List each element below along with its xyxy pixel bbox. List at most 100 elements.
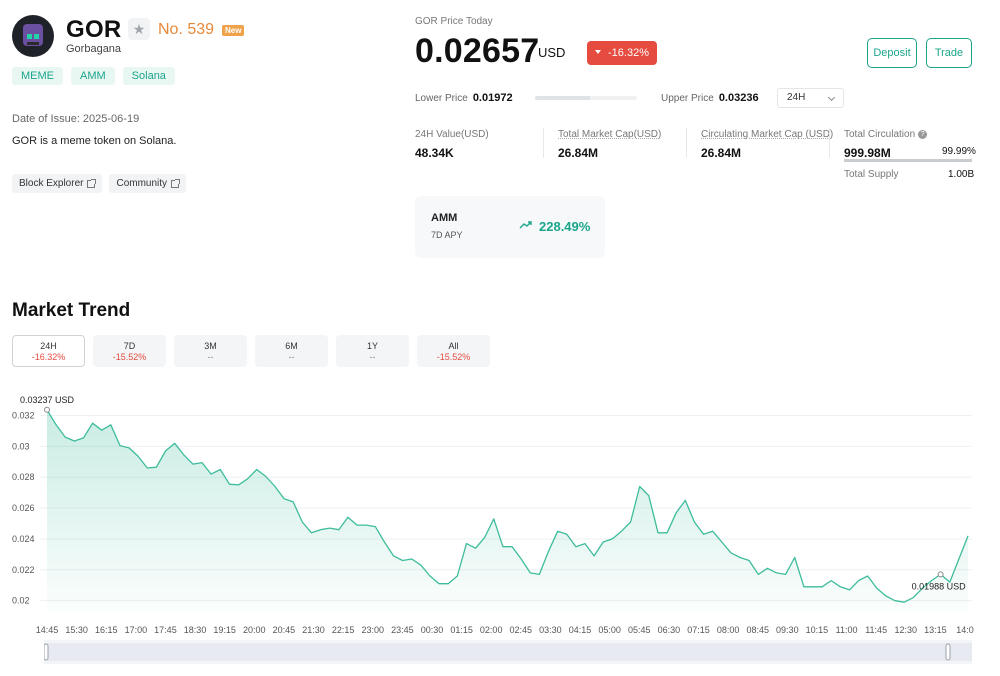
- tab-3m[interactable]: 3M --: [174, 335, 247, 367]
- stat-value: 999.98M: [844, 146, 891, 160]
- tag-amm[interactable]: AMM: [71, 67, 115, 85]
- x-tick-label: 19:15: [213, 625, 236, 635]
- x-tick-label: 10:15: [806, 625, 829, 635]
- y-tick-label: 0.02: [12, 596, 30, 606]
- price-series-line: [46, 409, 969, 603]
- tag-meme[interactable]: MEME: [12, 67, 63, 85]
- community-link[interactable]: Community: [109, 174, 187, 193]
- token-symbol: GOR: [66, 16, 122, 43]
- y-tick-label: 0.022: [12, 565, 35, 575]
- price-change-value: -16.32%: [608, 47, 649, 59]
- x-tick-label: 18:30: [184, 625, 207, 635]
- price-range-bar: [535, 96, 637, 100]
- upper-price-value: 0.03236: [718, 92, 759, 104]
- help-icon[interactable]: ?: [918, 130, 928, 139]
- amm-apy-value: 228.49%: [539, 219, 591, 234]
- navigator-left-handle[interactable]: [44, 643, 49, 661]
- x-tick-label: 01:15: [450, 625, 473, 635]
- period-select-value: 24H: [787, 92, 806, 103]
- market-trend-title: Market Trend: [12, 300, 131, 321]
- down-arrow-icon: [595, 50, 601, 54]
- total-supply-value: 1.00B: [948, 169, 975, 180]
- tab-label: All: [448, 341, 459, 351]
- rank-label: No. 539: [158, 21, 215, 38]
- x-tick-label: 07:15: [687, 625, 710, 635]
- y-tick-label: 0.026: [12, 503, 35, 513]
- x-tick-label: 20:00: [243, 625, 266, 635]
- x-tick-label: 08:45: [746, 625, 769, 635]
- tab-7d[interactable]: 7D -15.52%: [93, 335, 166, 367]
- x-tick-label: 14:0: [956, 625, 974, 635]
- x-tick-label: 23:45: [391, 625, 414, 635]
- stat-total-circulation: Total Circulation? 999.98M: [844, 129, 928, 160]
- new-badge: New: [222, 25, 245, 36]
- tab-change: -15.52%: [436, 352, 471, 362]
- period-select[interactable]: 24H: [777, 88, 844, 108]
- max-price-label: 0.03237 USD: [20, 395, 75, 405]
- tab-6m[interactable]: 6M --: [255, 335, 328, 367]
- stat-label-text: Total Circulation: [844, 129, 916, 140]
- x-tick-label: 09:30: [776, 625, 799, 635]
- tab-change: --: [369, 352, 376, 362]
- upper-price: Upper Price 0.03236: [661, 92, 759, 104]
- tab-change: --: [207, 352, 214, 362]
- x-tick-label: 20:45: [273, 625, 296, 635]
- max-point-marker: [44, 406, 50, 413]
- x-tick-label: 02:45: [510, 625, 533, 635]
- x-tick-label: 17:45: [154, 625, 177, 635]
- price-chart[interactable]: 0.02 0.022 0.024 0.026 0.028 0.03 0.032 0.03237…: [0, 385, 1000, 640]
- x-tick-label: 13:15: [924, 625, 947, 635]
- tab-all[interactable]: All -15.52%: [417, 335, 490, 367]
- lower-price: Lower Price 0.01972: [415, 92, 513, 104]
- divider: [543, 128, 544, 158]
- deposit-button[interactable]: Deposit: [867, 38, 917, 68]
- x-tick-label: 22:15: [332, 625, 355, 635]
- price-value: 0.02657: [415, 32, 540, 70]
- amm-subtitle: 7D APY: [431, 230, 463, 240]
- period-tabs: 24H -16.32% 7D -15.52% 3M -- 6M -- 1Y --…: [12, 335, 490, 367]
- tab-24h[interactable]: 24H -16.32%: [12, 335, 85, 367]
- tab-change: -16.32%: [31, 352, 66, 362]
- link-buttons: Block Explorer Community: [12, 174, 187, 193]
- x-tick-label: 08:00: [717, 625, 740, 635]
- trend-up-icon: [519, 221, 532, 229]
- lower-price-label: Lower Price: [415, 93, 468, 104]
- tab-change: -15.52%: [112, 352, 147, 362]
- token-name: Gorbagana: [66, 43, 122, 55]
- min-point-marker: [937, 571, 944, 578]
- circulation-bar: [844, 159, 972, 162]
- stat-label: Total Market Cap(USD): [558, 129, 662, 140]
- token-description: GOR is a meme token on Solana.: [12, 135, 177, 147]
- tag-solana[interactable]: Solana: [122, 67, 175, 85]
- x-tick-label: 12:30: [895, 625, 918, 635]
- stat-label: 24H Value(USD): [415, 129, 489, 140]
- x-tick-label: 06:30: [658, 625, 681, 635]
- community-label: Community: [116, 178, 168, 189]
- navigator-window[interactable]: [44, 643, 972, 661]
- star-icon[interactable]: ★: [128, 18, 150, 40]
- stat-label: Total Circulation?: [844, 129, 928, 140]
- tab-label: 1Y: [366, 341, 378, 351]
- tab-1y[interactable]: 1Y --: [336, 335, 409, 367]
- tab-change: --: [288, 352, 295, 362]
- y-tick-label: 0.024: [12, 534, 35, 544]
- price-unit: USD: [538, 45, 566, 60]
- amm-card[interactable]: AMM 7D APY 228.49%: [415, 196, 605, 258]
- block-explorer-link[interactable]: Block Explorer: [12, 174, 103, 193]
- x-tick-label: 05:45: [628, 625, 651, 635]
- navigator-right-handle[interactable]: [945, 643, 951, 661]
- stat-value: 26.84M: [558, 146, 599, 160]
- x-tick-label: 02:00: [480, 625, 503, 635]
- trade-button[interactable]: Trade: [926, 38, 972, 68]
- total-supply-label: Total Supply: [844, 169, 899, 180]
- x-tick-label: 00:30: [421, 625, 444, 635]
- stat-value: 48.34K: [415, 146, 454, 160]
- tab-label: 7D: [123, 341, 136, 351]
- price-change-badge: -16.32%: [587, 41, 657, 65]
- stat-total-market-cap: Total Market Cap(USD) 26.84M: [558, 129, 661, 160]
- block-explorer-label: Block Explorer: [19, 178, 84, 189]
- chart-navigator[interactable]: [44, 640, 972, 664]
- chevron-down-icon: [827, 93, 836, 102]
- stat-label: Circulating Market Cap (USD): [701, 129, 834, 140]
- x-tick-label: 23:00: [361, 625, 384, 635]
